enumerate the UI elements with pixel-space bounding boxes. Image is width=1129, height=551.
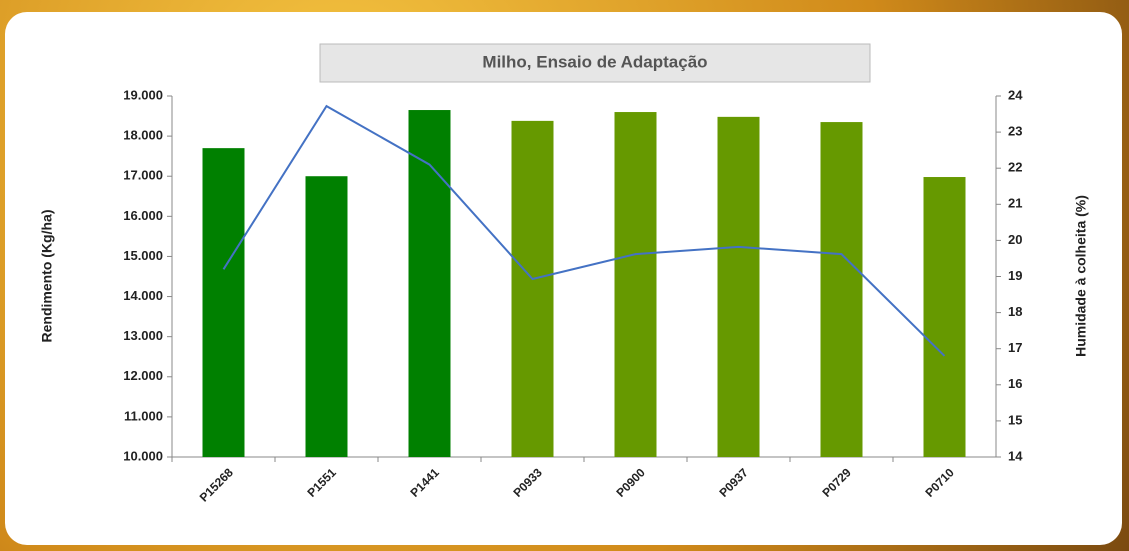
bar: [923, 177, 966, 457]
bar: [408, 110, 451, 458]
y-tick-label: 18.000: [123, 128, 163, 143]
y-tick-label: 13.000: [123, 328, 163, 343]
y2-tick-label: 16: [1008, 376, 1022, 391]
title-box: [319, 43, 871, 83]
y-tick-label: 14.000: [123, 288, 163, 303]
y-tick-label: 12.000: [123, 368, 163, 383]
y2-tick-label: 20: [1008, 232, 1022, 247]
y2-tick-label: 24: [1008, 87, 1023, 102]
y2-tick-label: 17: [1008, 340, 1022, 355]
y2-tick-label: 19: [1008, 268, 1022, 283]
y-tick-label: 10.000: [123, 448, 163, 463]
bar: [511, 120, 554, 457]
chart-title: Milho, Ensaio de Adaptação: [482, 52, 707, 71]
y2-tick-label: 18: [1008, 304, 1022, 319]
y-tick-label: 15.000: [123, 248, 163, 263]
y2-tick-label: 15: [1008, 412, 1022, 427]
y2-tick-label: 23: [1008, 124, 1022, 139]
y2-tick-label: 14: [1008, 448, 1023, 463]
bar: [717, 116, 760, 457]
bar: [820, 122, 863, 458]
bar: [614, 112, 657, 458]
y-tick-label: 16.000: [123, 208, 163, 223]
y-axis-title: Rendimento (Kg/ha): [39, 210, 55, 343]
y2-tick-label: 21: [1008, 196, 1022, 211]
y2-tick-label: 22: [1008, 160, 1022, 175]
y-tick-label: 11.000: [124, 408, 163, 423]
y-tick-label: 17.000: [123, 168, 163, 183]
y2-axis-title: Humidade à colheita (%): [1073, 195, 1089, 357]
bar: [202, 148, 245, 457]
y-tick-label: 19.000: [123, 87, 163, 102]
bar: [305, 176, 348, 457]
line: [222, 104, 946, 357]
